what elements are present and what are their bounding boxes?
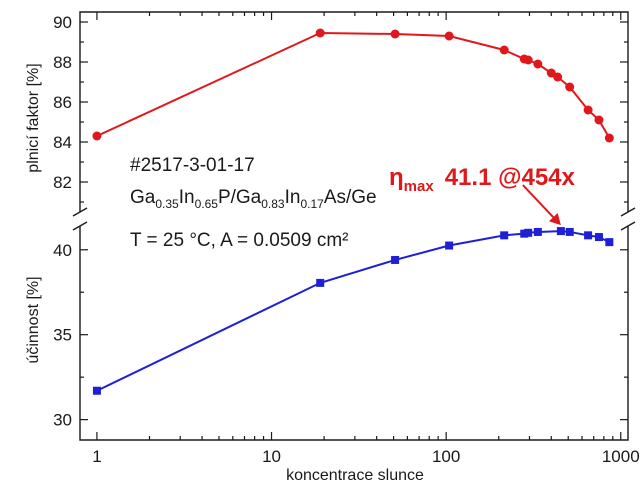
x-tick-label: 100 [432,447,460,466]
x-axis-label: koncentrace slunce [286,467,424,484]
axis-break-mark [620,221,636,231]
data-point [500,231,509,240]
plot-frame [72,11,636,441]
max-arrow-head [548,212,561,226]
data-point [604,133,614,143]
data-point [565,82,575,92]
formula-text: In [179,187,195,208]
cell-structure-label: Ga0.35In0.65P/Ga0.83In0.17As/Ge [130,187,377,211]
axis-break-mark [620,207,636,217]
data-point [523,55,533,65]
data-point [445,241,454,250]
y-tick-label: 86 [53,93,72,112]
data-point [594,115,604,125]
y-tick-label: 88 [53,53,72,72]
eta-value: 41.1 @454x [445,164,576,191]
data-point [316,278,325,287]
y-axis-label-top: plnicí faktor [%] [25,63,42,172]
y-tick-label: 40 [53,241,72,260]
top-panel-border [79,11,629,212]
x-tick-label: 10 [262,447,281,466]
data-point [315,28,325,38]
x-tick-label: 1 [92,447,101,466]
data-point [499,45,509,55]
data-point [556,227,565,236]
data-point [92,131,102,141]
y-axis-label-bottom: účinnost [%] [25,276,42,363]
y-tick-label: 30 [53,411,72,430]
efficiency-series [92,227,614,395]
formula-text: In [285,187,301,208]
sample-id-label: #2517-3-01-17 [130,155,255,176]
data-point [391,255,400,264]
formula-text: As/Ge [324,187,377,208]
axis-break-mark [72,207,88,217]
data-point [553,72,563,82]
data-point [594,233,603,242]
data-point [92,386,101,395]
data-point [565,227,574,236]
formula-subscript: 0.35 [155,197,179,211]
x-tick-label: 1000 [602,447,640,466]
conditions-label: T = 25 °C, A = 0.0509 cm² [130,230,348,251]
fill-factor-series [92,28,614,143]
data-point [533,59,543,69]
formula-text: Ga [130,187,156,208]
bottom-panel-border [79,226,629,441]
eta-symbol: η [389,164,404,191]
series-line [96,31,611,139]
data-point [444,31,454,41]
annotations [522,184,561,226]
y-tick-label: 82 [53,173,72,192]
y-tick-label: 90 [53,13,72,32]
data-point [605,238,614,247]
series-line [96,230,610,392]
axis-break-mark [72,221,88,231]
formula-subscript: 0.83 [261,197,285,211]
y-tick-label: 35 [53,326,72,345]
y-tick-label: 84 [53,133,72,152]
data-point [524,228,533,237]
max-arrow-line [522,184,558,222]
eta-subscript: max [404,178,435,195]
formula-subscript: 0.17 [300,197,324,211]
data-point [584,231,593,240]
formula-subscript: 0.65 [195,197,219,211]
formula-text: P/Ga [218,187,262,208]
axis-ticks: 1 10 100 1000 82 84 86 88 90 30 35 40 [53,12,640,466]
data-point [390,29,400,39]
data-point [583,105,593,115]
eta-max-label: ηmax 41.1 @454x [389,164,576,195]
data-point [533,227,542,236]
